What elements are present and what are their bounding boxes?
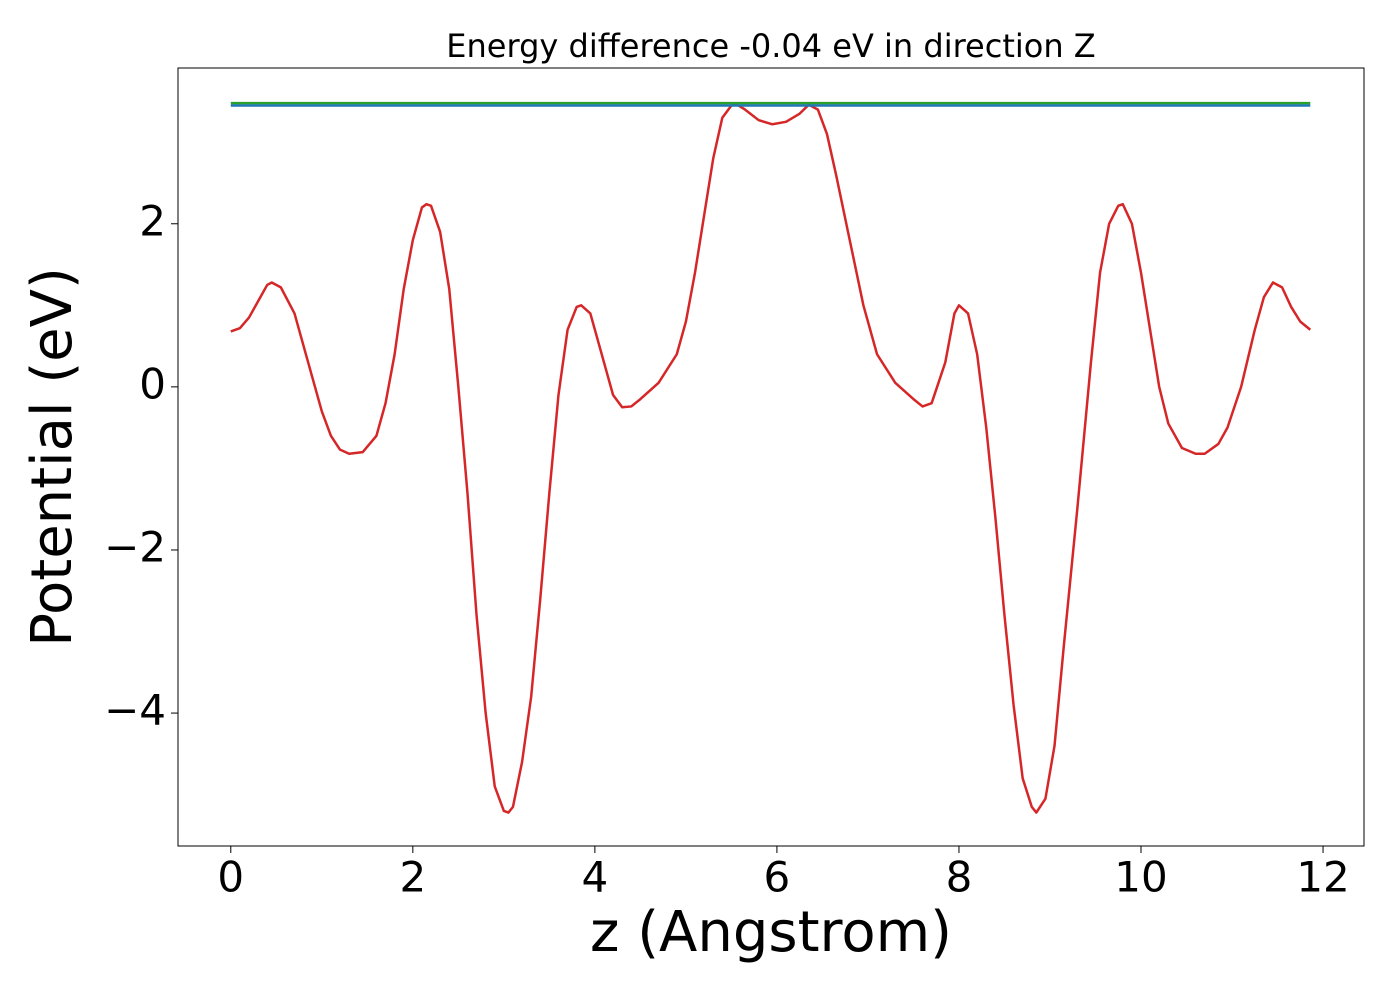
x-tick-label: 0 xyxy=(217,853,244,902)
y-tick-label: −4 xyxy=(104,686,166,735)
x-tick-label: 8 xyxy=(946,853,973,902)
x-tick-label: 6 xyxy=(764,853,791,902)
x-tick-label: 4 xyxy=(582,853,609,902)
x-axis-label: z (Angstrom) xyxy=(590,900,952,965)
x-tick-label: 2 xyxy=(399,853,426,902)
plot-frame xyxy=(177,67,1365,847)
y-tick-label: 2 xyxy=(139,196,166,245)
y-tick-label: 0 xyxy=(139,359,166,408)
series-line xyxy=(230,102,1312,814)
y-tick-label: −2 xyxy=(104,522,166,571)
x-tick-label: 12 xyxy=(1296,853,1349,902)
x-tick-label: 10 xyxy=(1114,853,1167,902)
chart-title: Energy difference -0.04 eV in direction … xyxy=(446,27,1095,65)
y-axis-label: Potential (eV) xyxy=(20,267,85,647)
